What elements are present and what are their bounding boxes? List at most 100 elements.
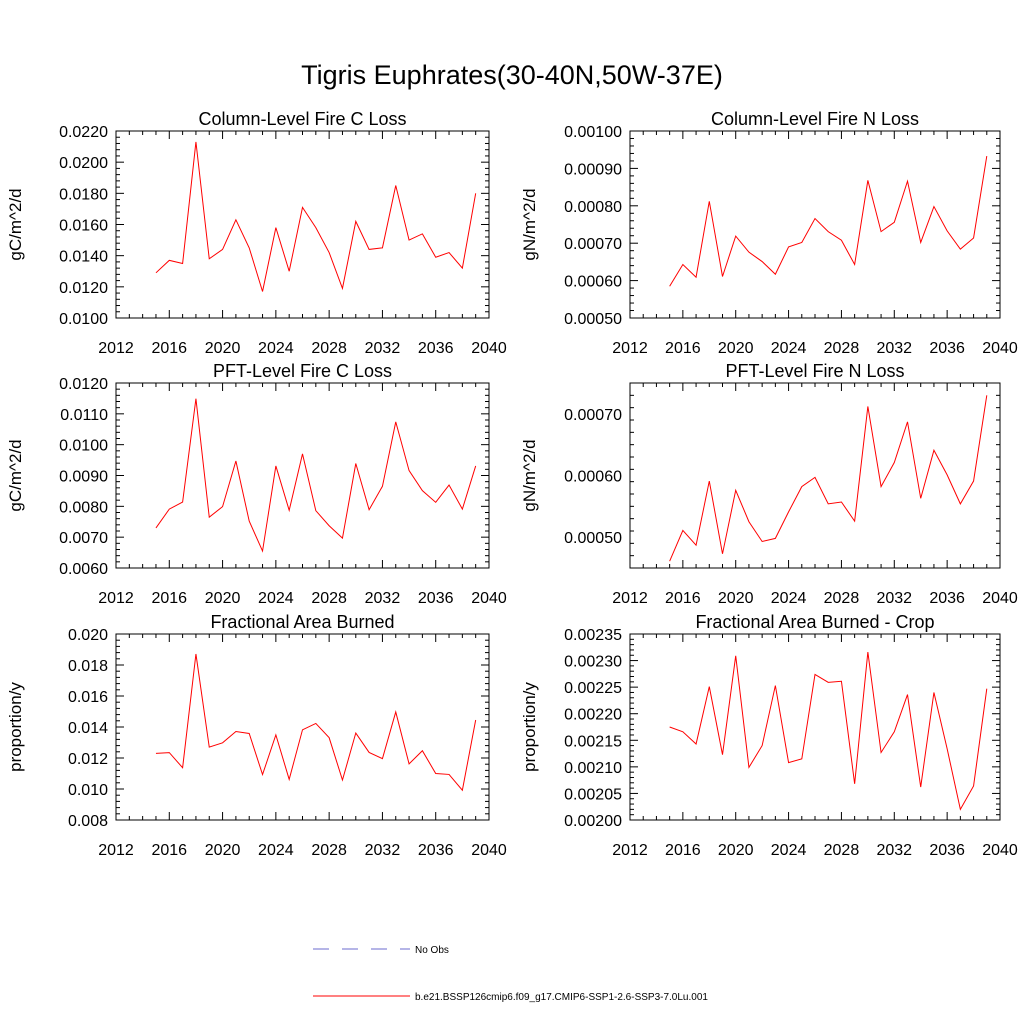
- x-tick-label: 2028: [311, 590, 347, 607]
- y-tick-label: 0.00200: [564, 813, 622, 830]
- x-tick-label: 2016: [151, 340, 187, 357]
- x-tick-label: 2020: [205, 842, 241, 859]
- x-tick-label: 2032: [365, 590, 401, 607]
- x-tick-label: 2016: [665, 842, 701, 859]
- y-tick-label: 0.016: [68, 689, 108, 706]
- panel-title: Column-Level Fire C Loss: [198, 109, 406, 129]
- panel-title: Column-Level Fire N Loss: [711, 109, 919, 129]
- y-tick-label: 0.00205: [564, 786, 622, 803]
- y-tick-label: 0.00230: [564, 654, 622, 671]
- x-tick-label: 2020: [205, 340, 241, 357]
- y-tick-label: 0.00060: [564, 469, 622, 486]
- y-tick-label: 0.00225: [564, 680, 622, 697]
- x-tick-label: 2040: [982, 590, 1018, 607]
- legend-label-no-obs: No Obs: [415, 945, 449, 956]
- y-tick-label: 0.0090: [59, 469, 108, 486]
- x-tick-label: 2020: [718, 590, 754, 607]
- series-line: [669, 652, 988, 811]
- chart-panel-5: Fractional Area Burned - Crop proportion/…: [520, 612, 1018, 859]
- y-tick-label: 0.00060: [564, 274, 622, 291]
- x-tick-label: 2028: [824, 590, 860, 607]
- x-tick-label: 2032: [876, 340, 912, 357]
- series-line: [155, 653, 477, 792]
- panel-title: Fractional Area Burned: [210, 612, 394, 632]
- y-tick-label: 0.00235: [564, 627, 622, 644]
- y-tick-label: 0.020: [68, 627, 108, 644]
- x-tick-label: 2024: [771, 590, 807, 607]
- x-tick-label: 2036: [418, 590, 454, 607]
- figure-title: Tigris Euphrates(30-40N,50W-37E): [301, 60, 723, 90]
- chart-panel-0: Column-Level Fire C Loss gC/m^2/d 2012 2016…: [6, 109, 507, 357]
- y-tick-label: 0.0060: [59, 561, 108, 578]
- x-tick-label: 2040: [982, 842, 1018, 859]
- chart-panels: Column-Level Fire C Loss gC/m^2/d 2012 2016…: [6, 109, 1018, 859]
- x-tick-label: 2040: [982, 340, 1018, 357]
- x-tick-label: 2024: [771, 340, 807, 357]
- series-line: [669, 395, 988, 562]
- chart-panel-2: PFT-Level Fire C Loss gC/m^2/d 2012 2016 202…: [6, 361, 507, 607]
- x-tick-label: 2040: [471, 340, 507, 357]
- chart-panel-1: Column-Level Fire N Loss gN/m^2/d 2012 2016…: [520, 109, 1018, 357]
- y-tick-label: 0.018: [68, 658, 108, 675]
- y-tick-label: 0.0080: [59, 499, 108, 516]
- x-tick-label: 2024: [258, 590, 294, 607]
- x-tick-label: 2016: [151, 842, 187, 859]
- panel-title: Fractional Area Burned - Crop: [695, 612, 934, 632]
- y-tick-label: 0.012: [68, 751, 108, 768]
- y-tick-label: 0.0070: [59, 530, 108, 547]
- x-tick-label: 2036: [929, 590, 965, 607]
- y-tick-label: 0.014: [68, 720, 108, 737]
- y-tick-label: 0.00050: [564, 311, 622, 328]
- series-line: [155, 398, 477, 553]
- x-tick-label: 2012: [612, 340, 648, 357]
- x-tick-label: 2012: [98, 590, 134, 607]
- y-tick-label: 0.0120: [59, 280, 108, 297]
- x-tick-label: 2036: [418, 340, 454, 357]
- y-tick-label: 0.00210: [564, 760, 622, 777]
- x-tick-label: 2036: [929, 340, 965, 357]
- x-tick-label: 2016: [665, 340, 701, 357]
- x-tick-label: 2032: [876, 590, 912, 607]
- y-axis-label: gN/m^2/d: [520, 188, 539, 260]
- x-tick-label: 2036: [418, 842, 454, 859]
- series-line: [155, 141, 477, 292]
- x-tick-label: 2012: [98, 842, 134, 859]
- x-tick-label: 2016: [665, 590, 701, 607]
- x-tick-label: 2032: [365, 842, 401, 859]
- legend-label-model-run: b.e21.BSSP126cmip6.f09_g17.CMIP6-SSP1-2.…: [415, 992, 708, 1003]
- y-tick-label: 0.00100: [564, 124, 622, 141]
- x-tick-label: 2040: [471, 590, 507, 607]
- y-axis-label: proportion/y: [520, 682, 539, 772]
- panel-title: PFT-Level Fire N Loss: [725, 361, 904, 381]
- x-tick-label: 2024: [258, 340, 294, 357]
- y-tick-label: 0.0100: [59, 438, 108, 455]
- plot-frame: [629, 633, 1001, 821]
- y-tick-label: 0.00070: [564, 236, 622, 253]
- y-axis-label: gN/m^2/d: [520, 439, 539, 511]
- y-tick-label: 0.0110: [60, 407, 108, 424]
- x-tick-label: 2028: [311, 842, 347, 859]
- x-tick-label: 2020: [718, 842, 754, 859]
- chart-panel-4: Fractional Area Burned proportion/y 2012 20…: [6, 612, 507, 859]
- plot-frame: [629, 382, 1001, 569]
- x-tick-label: 2012: [612, 590, 648, 607]
- x-tick-label: 2028: [824, 842, 860, 859]
- y-tick-label: 0.00070: [564, 407, 622, 424]
- y-tick-label: 0.0200: [59, 155, 108, 172]
- plot-frame: [115, 633, 490, 821]
- y-tick-label: 0.010: [68, 782, 108, 799]
- x-tick-label: 2020: [718, 340, 754, 357]
- y-tick-label: 0.0160: [59, 218, 108, 235]
- y-tick-label: 0.0180: [59, 186, 108, 203]
- y-axis-label: gC/m^2/d: [6, 188, 25, 260]
- plot-frame: [629, 130, 1001, 319]
- y-axis-label: proportion/y: [6, 682, 25, 772]
- x-tick-label: 2040: [471, 842, 507, 859]
- y-tick-label: 0.0220: [59, 124, 108, 141]
- x-tick-label: 2012: [98, 340, 134, 357]
- x-tick-label: 2032: [876, 842, 912, 859]
- y-tick-label: 0.00215: [564, 733, 622, 750]
- y-tick-label: 0.0140: [59, 249, 108, 266]
- y-axis-label: gC/m^2/d: [6, 439, 25, 511]
